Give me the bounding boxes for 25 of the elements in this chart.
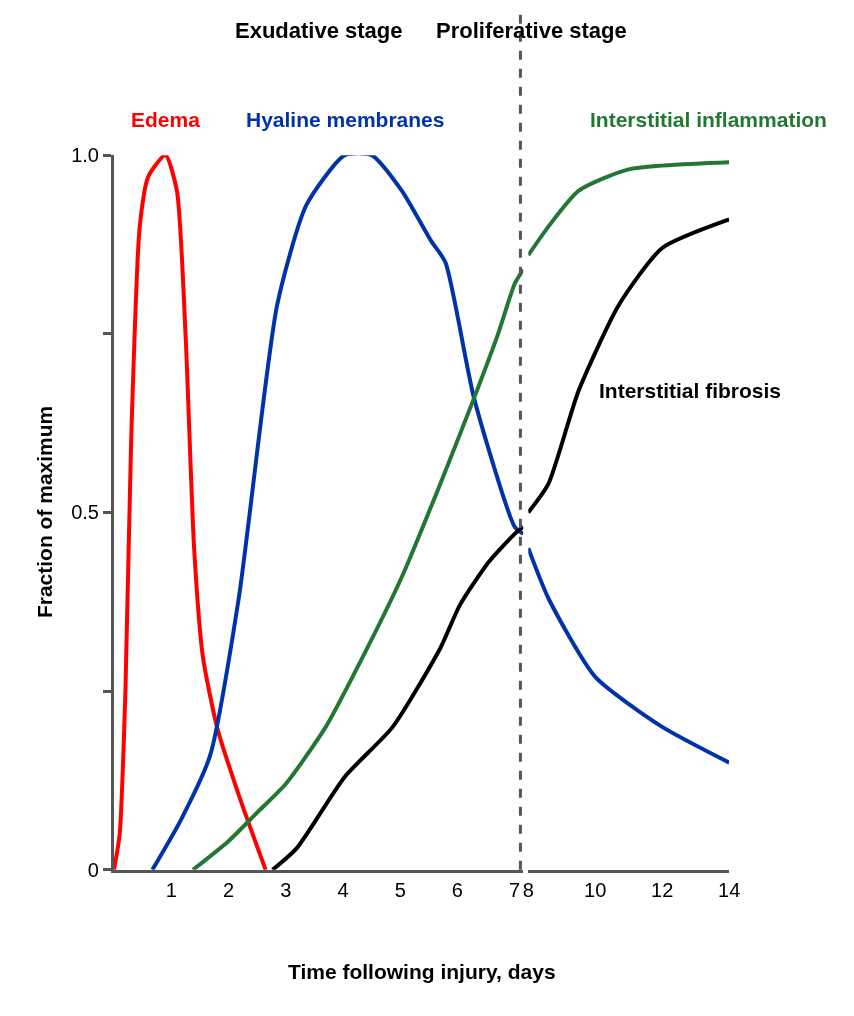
text: Proliferative stage xyxy=(436,18,627,43)
x-tick-label: 4 xyxy=(337,878,349,901)
x-tick-label: 2 xyxy=(222,878,235,901)
x-tick-label: 8 xyxy=(522,878,534,901)
y-tick-label: 1.0 xyxy=(71,144,99,167)
x-tick-label: 1 xyxy=(165,878,177,901)
x-axis-title: Time following injury, days xyxy=(288,960,556,983)
y-tick-label: 0 xyxy=(87,858,99,881)
series-label: Hyaline membranes xyxy=(246,108,445,131)
series-label: Edema xyxy=(131,108,201,131)
series-label: Interstitial fibrosis xyxy=(599,379,782,402)
line-series xyxy=(270,524,524,870)
x-tick-label: 10 xyxy=(584,878,607,901)
text: Exudative stage xyxy=(235,18,403,43)
text: Interstitial inflammation xyxy=(590,108,827,131)
line-series xyxy=(150,155,524,870)
y-axis-title: Fraction of maximum xyxy=(33,405,57,619)
x-tick-label: 14 xyxy=(718,878,741,901)
x-tick-label: 12 xyxy=(651,878,674,901)
x-tick-label: 6 xyxy=(451,878,463,901)
x-tick-label: 3 xyxy=(280,878,292,901)
line-series xyxy=(190,267,524,870)
x-tick-label: 7 xyxy=(509,878,521,901)
x-tick-label: 5 xyxy=(394,878,406,901)
y-tick-label: 0.5 xyxy=(71,501,99,524)
